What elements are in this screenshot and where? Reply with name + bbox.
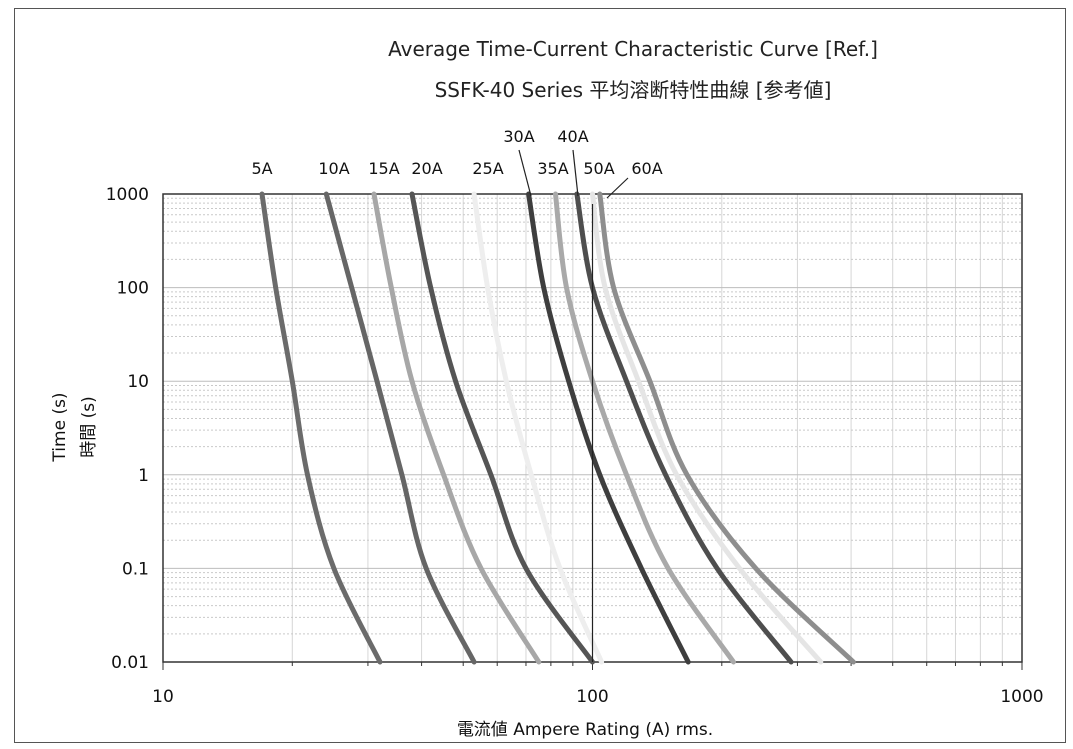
series-label-60a: 60A — [631, 159, 662, 178]
series-line-5a — [259, 191, 383, 665]
series-label-25a: 25A — [472, 159, 503, 178]
leader-60a — [606, 177, 629, 199]
series-line-35a — [553, 191, 736, 665]
y-tick-label: 1 — [138, 466, 149, 486]
series-line-10a — [323, 191, 477, 665]
series-label-40a: 40A — [557, 127, 588, 146]
series-line-40a — [574, 191, 794, 665]
y-tick-label: 0.1 — [122, 559, 149, 579]
series-label-20a: 20A — [411, 159, 442, 178]
chart-title: Average Time-Current Characteristic Curv… — [388, 37, 878, 61]
series-line-60a — [597, 191, 856, 665]
y-axis-label-ja: 時間 (s) — [79, 396, 99, 458]
series-line-15a — [371, 191, 542, 665]
series-label-15a: 15A — [368, 159, 399, 178]
y-tick-label: 0.01 — [111, 653, 149, 673]
chart-frame — [14, 8, 1066, 743]
series-label-50a: 50A — [583, 159, 614, 178]
y-tick-label: 100 — [117, 279, 149, 299]
series-label-30a: 30A — [503, 127, 534, 146]
series-line-30a — [526, 191, 691, 665]
x-tick-labels: 10 100 1000 — [152, 687, 1043, 707]
y-tick-label: 1000 — [106, 185, 149, 205]
series-label-10a: 10A — [318, 159, 349, 178]
y-axis-label: Time (s) — [50, 392, 70, 462]
y-tick-labels: 1000 100 10 1 0.1 0.01 — [106, 185, 149, 673]
series-label-5a: 5A — [251, 159, 272, 178]
series-line-50a — [590, 191, 824, 665]
leader-30a — [518, 149, 532, 197]
series-layer — [259, 191, 856, 665]
x-axis-label: 電流値 Ampere Rating (A) rms. — [457, 720, 713, 740]
x-tick-label: 10 — [152, 687, 174, 707]
x-tick-label: 100 — [576, 687, 608, 707]
series-line-20a — [409, 191, 595, 665]
leader-40a — [572, 149, 579, 197]
series-line-25a — [471, 191, 605, 665]
label-leaders — [518, 149, 629, 199]
x-tick-label: 1000 — [1000, 687, 1043, 707]
series-label-35a: 35A — [537, 159, 568, 178]
y-tick-label: 10 — [127, 372, 149, 392]
chart-subtitle: SSFK-40 Series 平均溶断特性曲線 [参考値] — [435, 78, 832, 102]
